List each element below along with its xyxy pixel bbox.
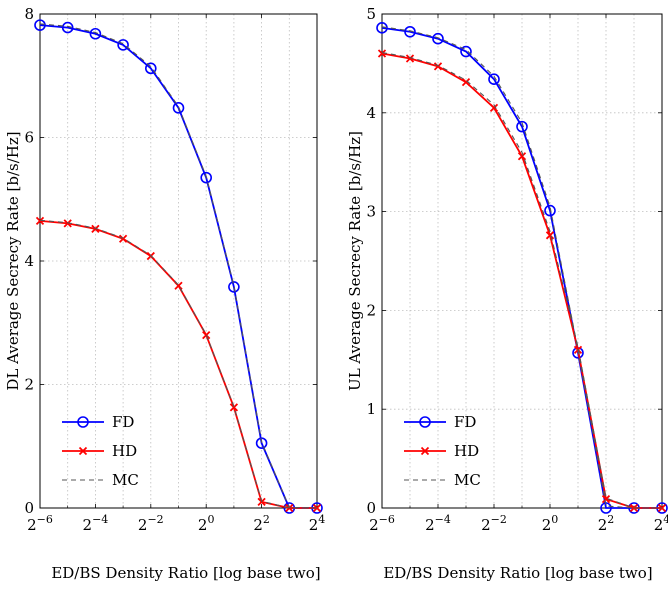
- y-tick-label: 5: [366, 5, 376, 23]
- x-tick-label: 2−6: [27, 513, 53, 534]
- x-tick-label: 2−2: [138, 513, 164, 534]
- series-hd-point: [377, 49, 387, 58]
- y-tick-label: 0: [366, 499, 376, 517]
- series-hd-point: [517, 152, 527, 161]
- series-hd-point: [229, 403, 239, 412]
- series-hd-point: [35, 216, 45, 225]
- legend-marker-fd: [77, 416, 89, 428]
- x-tick-label: 2−2: [481, 513, 507, 534]
- x-tick-label: 24: [309, 513, 326, 534]
- legend-label-hd: HD: [454, 442, 479, 460]
- legend-label-mc: MC: [454, 471, 481, 489]
- y-tick-label: 3: [366, 203, 376, 221]
- series-fd-point: [404, 25, 416, 38]
- series-hd-point: [202, 330, 211, 340]
- y-tick-label: 2: [366, 301, 376, 319]
- y-tick-label: 4: [24, 252, 34, 270]
- x-tick-label: 2−4: [425, 513, 451, 534]
- series-mc-line: [39, 219, 317, 509]
- legend-marker-fd: [419, 416, 431, 428]
- panel2-xlabel: ED/BS Density Ratio [log base two]: [383, 564, 652, 582]
- series-hd-point: [257, 497, 266, 506]
- x-tick-label: 20: [198, 513, 215, 534]
- panel2-grid: [382, 14, 662, 508]
- x-tick-label: 22: [598, 513, 615, 534]
- panel1-axes-box: [39, 13, 318, 509]
- legend-label-hd: HD: [112, 442, 137, 460]
- series-fd-point: [228, 281, 240, 293]
- series-fd-point: [516, 120, 528, 133]
- legend-marker-hd: [78, 446, 88, 456]
- series-hd-point: [461, 78, 471, 87]
- series-fd-point: [432, 32, 444, 45]
- series-fd-line: [381, 26, 662, 509]
- panel2-ylabel: UL Average Secrecy Rate [b/s/Hz]: [346, 131, 364, 391]
- y-tick-label: 6: [24, 129, 34, 147]
- x-tick-label: 22: [253, 513, 270, 534]
- series-fd-point: [376, 22, 388, 34]
- series-hd-point: [489, 103, 499, 112]
- y-tick-label: 0: [24, 499, 34, 517]
- series-hd-point: [91, 224, 100, 234]
- x-tick-label: 2−4: [83, 513, 109, 534]
- x-tick-label: 2−6: [369, 513, 395, 534]
- series-fd-point: [89, 27, 102, 40]
- series-fd-point: [544, 204, 556, 217]
- legend-label-fd: FD: [112, 413, 134, 431]
- series-hd-point: [285, 503, 294, 513]
- panel1-data: [34, 19, 323, 514]
- x-tick-label: 20: [542, 513, 559, 534]
- series-hd-point: [433, 62, 443, 71]
- y-tick-label: 4: [366, 104, 376, 122]
- series-fd-point: [200, 171, 212, 184]
- y-tick-label: 2: [24, 376, 34, 394]
- legend-label-mc: MC: [112, 471, 139, 489]
- y-tick-label: 1: [366, 400, 376, 418]
- y-tick-label: 8: [24, 5, 34, 23]
- legend-marker-hd: [420, 446, 430, 456]
- series-fd-point: [117, 39, 129, 51]
- series-fd-point: [61, 21, 74, 34]
- series-hd-point: [63, 219, 72, 228]
- panel2-axes-box: [381, 13, 663, 509]
- series-mc-line: [381, 26, 662, 509]
- panel1-grid: [40, 14, 317, 508]
- panel1-xlabel: ED/BS Density Ratio [log base two]: [51, 564, 320, 582]
- series-fd-point: [488, 73, 500, 86]
- series-hd-point: [405, 54, 415, 63]
- series-fd-point: [460, 45, 472, 58]
- panel2-legend: FD HD MC: [404, 413, 481, 489]
- series-hd-point: [601, 494, 611, 504]
- series-hd-point: [545, 231, 555, 240]
- series-fd-point: [172, 102, 185, 114]
- series-mc-line: [39, 23, 318, 509]
- series-fd-point: [145, 62, 157, 75]
- series-fd-point: [34, 19, 46, 31]
- series-hd-line: [39, 219, 317, 509]
- panel2-data: [376, 22, 668, 514]
- panel2: 0 1 2 3 4 5 2−6 2−4 2−2 20 22 24 FD HD MC UL Average Se…: [346, 5, 668, 582]
- x-tick-label: 24: [654, 513, 668, 534]
- panel1-legend: FD HD MC: [62, 413, 139, 489]
- legend-label-fd: FD: [454, 413, 476, 431]
- series-mc-line: [381, 51, 662, 509]
- series-fd-point: [255, 437, 268, 449]
- panel1-ylabel: DL Average Secrecy Rate [b/s/Hz]: [4, 131, 22, 390]
